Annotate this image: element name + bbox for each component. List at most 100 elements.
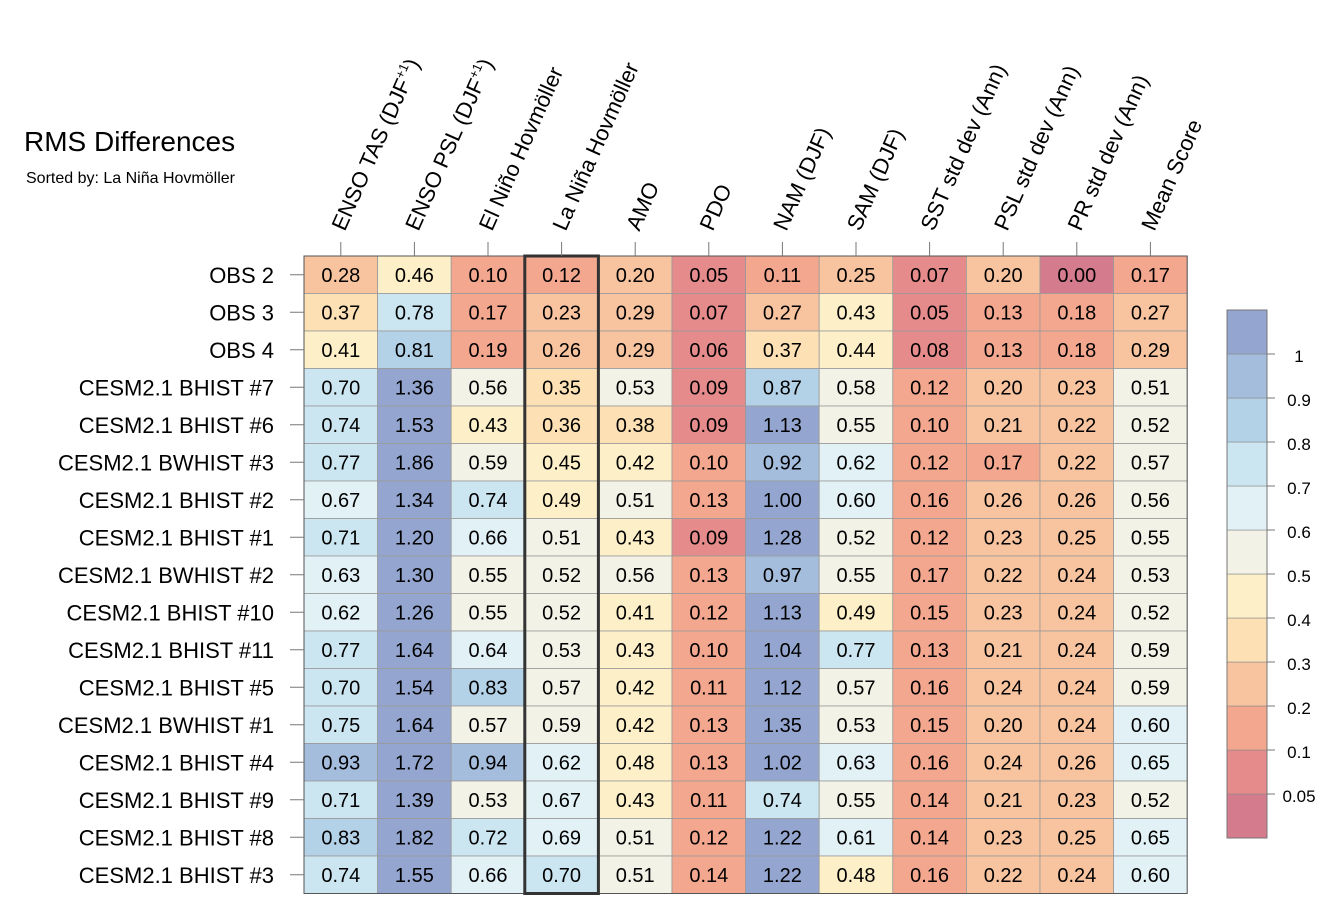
cell-value-label: 0.65	[1131, 827, 1170, 849]
column-labels: ENSO TAS (DJF+1)ENSO PSL (DJF+1)El Niño …	[327, 55, 1207, 256]
cell-value-label: 0.57	[469, 715, 508, 737]
heatmap-cell	[450, 743, 526, 782]
cell-value-label: 0.83	[469, 677, 508, 699]
cell-value-label: 0.71	[321, 790, 360, 812]
heatmap-cell	[1039, 255, 1114, 294]
heatmap-cell	[745, 293, 820, 332]
cell-value-label: 0.74	[763, 790, 802, 812]
cell-value-label: 0.16	[910, 865, 949, 887]
row-label: CESM2.1 BHIST #5	[79, 675, 274, 700]
colorbar-segment	[1226, 353, 1268, 399]
colorbar-segment	[1226, 749, 1268, 795]
chart-subtitle: Sorted by: La Niña Hovmöller	[26, 170, 235, 187]
cell-value-label: 1.36	[395, 377, 434, 399]
cell-value-label: 0.60	[1131, 865, 1170, 887]
cell-value-label: 0.12	[542, 265, 581, 287]
cell-value-label: 0.20	[984, 265, 1023, 287]
cell-value-label: 0.25	[837, 265, 876, 287]
heatmap-cell	[1039, 743, 1114, 782]
colorbar-tick-label: 0.05	[1282, 787, 1315, 806]
cell-value-label: 0.10	[469, 265, 508, 287]
heatmap-cell	[966, 368, 1041, 407]
heatmap-cell	[598, 293, 673, 332]
cell-value-label: 0.24	[984, 677, 1023, 699]
row-label: CESM2.1 BWHIST #3	[58, 450, 274, 475]
cell-value-label: 0.13	[689, 752, 728, 774]
heatmap-cell	[892, 518, 967, 557]
colorbar-tick-label: 0.1	[1287, 743, 1311, 762]
cell-value-label: 0.29	[616, 340, 655, 362]
cell-value-label: 0.23	[542, 302, 581, 324]
heatmap-cell	[598, 555, 673, 594]
cell-value-label: 1.54	[395, 677, 434, 699]
cell-value-label: 0.09	[689, 415, 728, 437]
cell-value-label: 0.37	[321, 302, 360, 324]
cell-value-label: 0.57	[1131, 452, 1170, 474]
heatmap-cell	[303, 780, 378, 819]
heatmap-cell	[524, 330, 599, 369]
cell-value-label: 0.83	[321, 827, 360, 849]
heatmap-cell	[818, 555, 894, 594]
cell-value-label: 0.57	[837, 677, 876, 699]
cell-value-label: 0.05	[689, 265, 728, 287]
heatmap-cell	[1039, 293, 1114, 332]
cell-value-label: 0.48	[616, 752, 655, 774]
cell-value-label: 0.26	[542, 340, 581, 362]
cell-value-label: 0.49	[542, 490, 581, 512]
colorbar-tick-label: 0.2	[1287, 699, 1311, 718]
cell-value-label: 0.22	[1057, 452, 1096, 474]
heatmap-cell	[303, 368, 378, 407]
heatmap-cell	[377, 668, 452, 707]
cell-value-label: 0.52	[1131, 602, 1170, 624]
heatmap-cell	[892, 255, 967, 294]
heatmap-cell	[524, 405, 599, 444]
heatmap-cell	[892, 743, 967, 782]
cell-value-label: 0.67	[321, 490, 360, 512]
heatmap-cell	[745, 855, 820, 894]
colorbar-segment	[1226, 705, 1268, 751]
heatmap-cell	[745, 743, 820, 782]
cell-value-label: 0.26	[1057, 490, 1096, 512]
cell-value-label: 0.74	[321, 865, 360, 887]
cell-value-label: 0.52	[1131, 790, 1170, 812]
heatmap-cell	[524, 743, 599, 782]
cell-value-label: 0.36	[542, 415, 581, 437]
heatmap-cell	[745, 330, 820, 369]
heatmap-cell	[966, 593, 1041, 632]
heatmap-cell	[892, 405, 967, 444]
cell-value-label: 0.24	[1057, 565, 1096, 587]
cell-value-label: 0.62	[837, 452, 876, 474]
cell-value-label: 0.52	[542, 565, 581, 587]
row-label: CESM2.1 BHIST #4	[79, 750, 274, 775]
heatmap-cell	[450, 630, 526, 669]
heatmap-cell	[745, 780, 820, 819]
heatmap-cell	[1039, 330, 1114, 369]
cell-value-label: 0.21	[984, 415, 1023, 437]
cell-value-label: 0.17	[1131, 265, 1170, 287]
cell-value-label: 0.13	[689, 565, 728, 587]
cell-value-label: 0.29	[1131, 340, 1170, 362]
heatmap-cell	[1113, 293, 1188, 332]
cell-value-label: 0.24	[1057, 865, 1096, 887]
cell-value-label: 0.56	[616, 565, 655, 587]
heatmap-cell	[818, 443, 894, 482]
heatmap-cell	[1113, 518, 1188, 557]
cell-value-label: 0.22	[1057, 415, 1096, 437]
heatmap-cell	[1039, 555, 1114, 594]
cell-value-label: 0.10	[910, 415, 949, 437]
cell-value-label: 0.43	[469, 415, 508, 437]
cell-value-label: 0.97	[763, 565, 802, 587]
cell-value-label: 0.51	[542, 527, 581, 549]
heatmap-cell	[377, 855, 452, 894]
heatmap-cell	[671, 555, 746, 594]
colorbar-segment	[1226, 441, 1268, 487]
cell-value-label: 0.78	[395, 302, 434, 324]
cell-value-label: 0.35	[542, 377, 581, 399]
cell-value-label: 0.55	[469, 602, 508, 624]
cell-value-label: 0.23	[984, 827, 1023, 849]
row-label: OBS 3	[209, 300, 274, 325]
heatmap-cell	[966, 330, 1041, 369]
cell-value-label: 0.48	[837, 865, 876, 887]
cell-value-label: 0.09	[689, 377, 728, 399]
cell-value-label: 0.55	[469, 565, 508, 587]
